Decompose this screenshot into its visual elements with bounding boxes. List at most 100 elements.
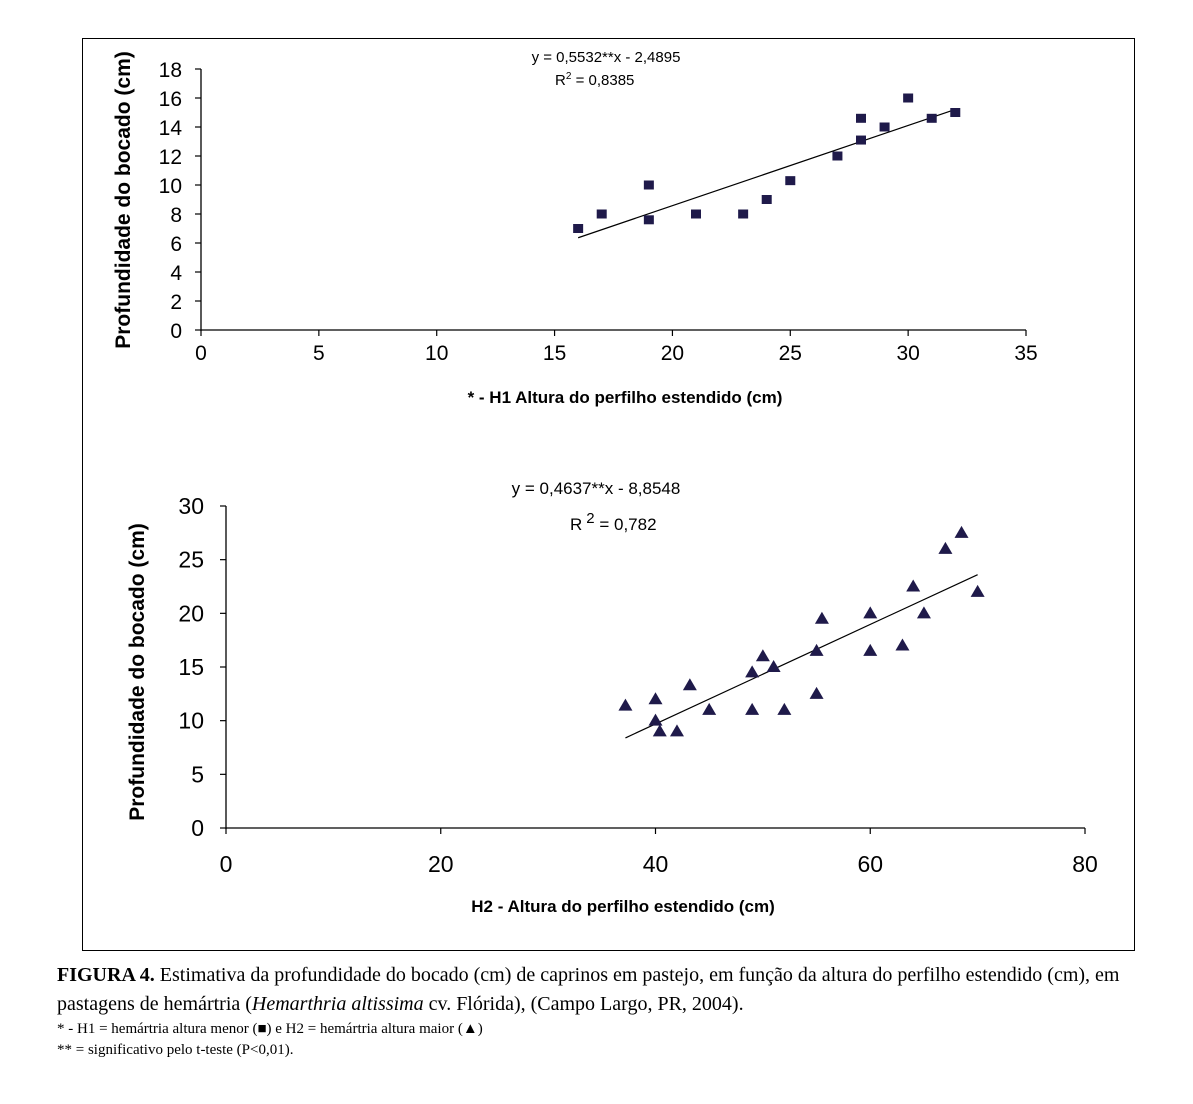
figure-frame: [82, 38, 1135, 951]
h1-r2-sup: 2: [566, 71, 572, 82]
h1-x-tick-label: 15: [543, 342, 566, 365]
caption-text-1: Estimativa da profundidade do bocado (cm…: [57, 964, 1120, 1015]
h2-x-tick-label: 40: [643, 851, 669, 877]
h1-x-tick-label: 20: [661, 342, 684, 365]
caption-main: FIGURA 4. Estimativa da profundidade do …: [57, 961, 1177, 1019]
h2-trend-line: [625, 574, 978, 739]
h1-y-tick-label: 10: [159, 175, 182, 198]
h2-x-tick-label: 80: [1072, 851, 1098, 877]
caption-note-2: ** = significativo pelo t-teste (P<0,01)…: [57, 1042, 294, 1058]
h2-y-tick-label: 0: [191, 815, 204, 841]
h1-x-tick-label: 5: [313, 342, 325, 365]
figure-label: FIGURA 4.: [57, 964, 155, 986]
h1-y-tick-label: 12: [159, 146, 182, 169]
figure-caption: FIGURA 4. Estimativa da profundidade do …: [57, 961, 1177, 1061]
h1-data-point: [926, 113, 937, 123]
h2-data-point: [809, 686, 824, 699]
h1-r2: R2 = 0,8385: [555, 71, 634, 89]
h2-r2-value: = 0,782: [595, 515, 657, 534]
h2-data-point: [863, 606, 878, 619]
h1-y-tick-label: 0: [170, 320, 182, 343]
h2-data-point: [745, 702, 760, 715]
h2-r2-sup: 2: [586, 510, 594, 527]
figure-plots: y = 0,5532**x - 2,4895 R2 = 0,8385 Profu…: [112, 49, 1098, 916]
h1-y-tick-label: 6: [170, 233, 182, 256]
h2-data-point: [755, 649, 770, 662]
h2-y-tick-label: 10: [178, 708, 204, 734]
h2-data-point: [669, 724, 684, 737]
h1-data-point: [856, 113, 866, 123]
h1-x-axis-title: * - H1 Altura do perfilho estendido (cm): [468, 388, 783, 407]
triangle-marker-icon: ▲: [462, 1021, 478, 1037]
note-1-text-a: * - H1 = hemártria altura menor (: [57, 1021, 258, 1037]
h1-data-point: [879, 122, 890, 132]
h2-x-tick-label: 20: [428, 851, 454, 877]
h1-y-tick-label: 2: [170, 291, 182, 314]
h2-data-point: [682, 678, 697, 691]
h2-data-point: [777, 702, 792, 715]
h1-data-point: [832, 151, 843, 161]
h1-x-tick-label: 25: [779, 342, 802, 365]
h2-data-point: [809, 643, 824, 656]
h2-data-point: [938, 541, 953, 554]
h1-r2-value: = 0,8385: [571, 72, 634, 89]
h1-data-point: [596, 209, 607, 219]
h2-data-point: [916, 606, 931, 619]
h1-data-point: [643, 180, 654, 190]
note-1-text-c: ): [477, 1021, 483, 1037]
h2-data-point: [702, 702, 717, 715]
h2-y-tick-label: 5: [191, 761, 204, 787]
h1-y-tick-label: 14: [159, 117, 183, 140]
caption-note-1: * - H1 = hemártria altura menor (■) e H2…: [57, 1019, 1177, 1040]
chart-h1: y = 0,5532**x - 2,4895 R2 = 0,8385 Profu…: [112, 49, 1038, 407]
h1-y-tick-label: 8: [170, 204, 182, 227]
h1-x-tick-label: 30: [896, 342, 919, 365]
h2-y-tick-label: 25: [178, 547, 204, 573]
h1-data-point: [691, 209, 701, 219]
h2-data-point: [970, 584, 985, 597]
h1-y-tick-label: 18: [159, 59, 182, 82]
h1-data-point: [643, 215, 654, 225]
h2-data-point: [895, 638, 910, 651]
h1-x-tick-label: 10: [425, 342, 448, 365]
h1-data-point: [903, 93, 914, 103]
h1-r2-label: R: [555, 72, 566, 89]
square-marker-icon: ■: [257, 1021, 267, 1037]
h2-data-point: [745, 665, 760, 678]
h1-x-tick-label: 35: [1014, 342, 1037, 365]
h1-y-tick-label: 16: [159, 88, 182, 111]
h1-trend-line: [577, 108, 956, 239]
h2-data-point: [648, 692, 663, 705]
h1-y-tick-label: 4: [170, 262, 182, 285]
h2-y-tick-label: 30: [178, 493, 204, 519]
h2-data-point: [648, 713, 663, 726]
h2-data-point: [618, 698, 633, 711]
h2-x-axis-title: H2 - Altura do perfilho estendido (cm): [471, 897, 775, 916]
h2-data-point: [906, 579, 921, 592]
h2-x-tick-label: 60: [857, 851, 883, 877]
h2-equation: y = 0,4637**x - 8,8548: [512, 479, 681, 498]
h2-x-tick-label: 0: [220, 851, 233, 877]
caption-species: Hemarthria altissima: [251, 993, 424, 1015]
h1-y-axis-title: Profundidade do bocado (cm): [112, 51, 135, 349]
h2-y-tick-label: 20: [178, 600, 204, 626]
h1-data-point: [785, 176, 796, 186]
h2-r2-label: R: [570, 515, 582, 534]
h1-x-tick-label: 0: [195, 342, 207, 365]
h1-data-point: [573, 224, 584, 233]
h1-data-point: [738, 209, 749, 219]
h1-equation: y = 0,5532**x - 2,4895: [532, 49, 681, 66]
h2-data-point: [766, 660, 781, 672]
h2-data-point: [954, 525, 969, 538]
caption-text-2: cv. Flórida), (Campo Largo, PR, 2004).: [423, 993, 744, 1015]
h2-y-tick-label: 15: [178, 654, 204, 680]
h1-data-point: [856, 135, 866, 145]
h2-data-point: [652, 724, 667, 737]
h1-data-point: [761, 195, 772, 204]
h2-y-axis-title: Profundidade do bocado (cm): [126, 523, 149, 821]
h2-data-point: [814, 611, 829, 624]
h2-data-point: [863, 643, 878, 656]
h1-data-point: [950, 108, 961, 117]
